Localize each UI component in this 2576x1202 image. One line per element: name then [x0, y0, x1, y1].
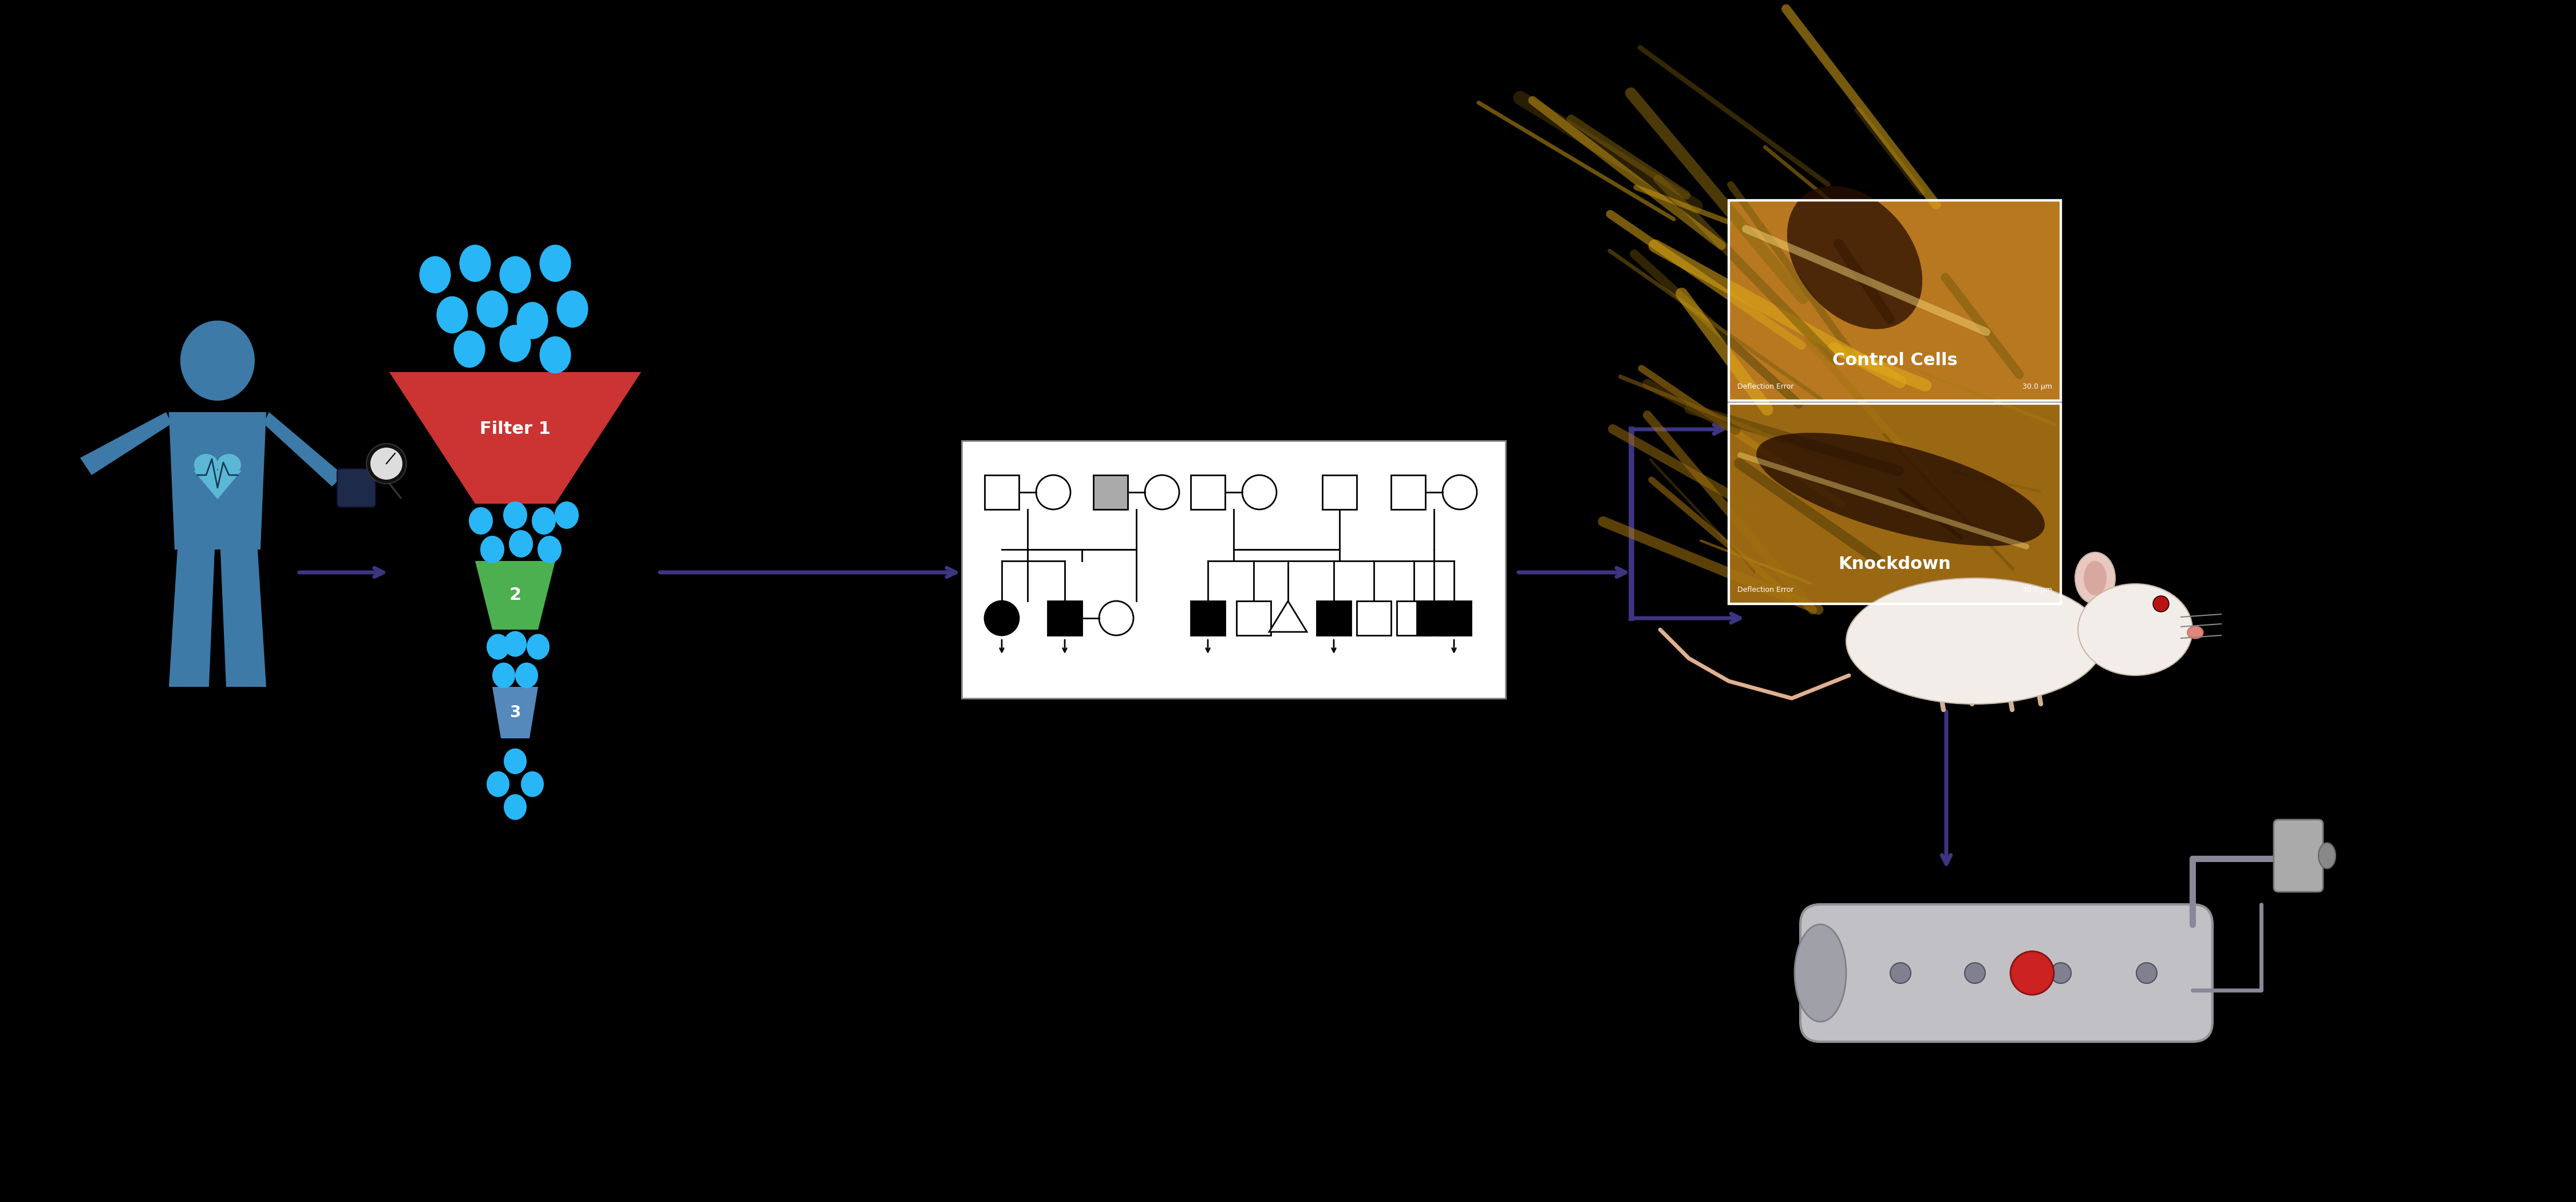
Ellipse shape [2076, 553, 2115, 603]
Text: 2: 2 [510, 587, 520, 603]
Ellipse shape [2079, 584, 2192, 676]
Text: 3: 3 [510, 704, 520, 721]
Text: 30.0 μm: 30.0 μm [2022, 587, 2053, 594]
Bar [1728, 201, 2061, 400]
Text: Filter 1: Filter 1 [479, 421, 551, 438]
Circle shape [1242, 475, 1278, 510]
Polygon shape [1270, 601, 1306, 632]
Bar [1728, 404, 2061, 603]
Ellipse shape [526, 633, 549, 660]
Ellipse shape [487, 772, 510, 797]
Ellipse shape [492, 662, 515, 689]
Circle shape [2009, 951, 2053, 995]
Ellipse shape [505, 749, 526, 774]
Ellipse shape [479, 536, 505, 564]
Ellipse shape [459, 245, 492, 282]
Bar [1437, 601, 1471, 636]
Polygon shape [222, 549, 265, 686]
Circle shape [2154, 596, 2169, 612]
Polygon shape [193, 470, 242, 499]
Ellipse shape [469, 507, 492, 535]
Bar [984, 475, 1020, 510]
Ellipse shape [505, 795, 526, 820]
Ellipse shape [538, 245, 572, 282]
Bar [1396, 601, 1432, 636]
Ellipse shape [477, 291, 507, 328]
Bar [1358, 601, 1391, 636]
Ellipse shape [554, 501, 580, 529]
Bar [1190, 475, 1226, 510]
Text: 30.0 μm: 30.0 μm [2022, 383, 2053, 391]
Bar [1321, 475, 1358, 510]
Ellipse shape [2084, 561, 2107, 595]
Ellipse shape [193, 454, 219, 476]
Ellipse shape [216, 454, 242, 476]
FancyBboxPatch shape [337, 469, 376, 507]
Polygon shape [474, 561, 556, 630]
Bar [1236, 601, 1270, 636]
Ellipse shape [520, 772, 544, 797]
Text: Deflection Error: Deflection Error [1736, 587, 1793, 594]
Polygon shape [389, 373, 641, 504]
Ellipse shape [2187, 626, 2202, 638]
Circle shape [1100, 601, 1133, 636]
Polygon shape [492, 686, 538, 738]
Ellipse shape [515, 662, 538, 689]
Circle shape [984, 601, 1020, 636]
Circle shape [1144, 475, 1180, 510]
Ellipse shape [1788, 186, 1922, 329]
Ellipse shape [453, 331, 484, 368]
Text: Knockdown: Knockdown [1839, 555, 1950, 572]
Circle shape [2050, 963, 2071, 983]
Ellipse shape [538, 536, 562, 564]
Text: Deflection Error: Deflection Error [1736, 383, 1793, 391]
Ellipse shape [505, 631, 526, 656]
Circle shape [1891, 963, 1911, 983]
Bar [961, 441, 1504, 698]
Bar [1190, 601, 1226, 636]
Circle shape [1036, 475, 1072, 510]
Circle shape [1443, 475, 1476, 510]
Ellipse shape [531, 507, 556, 535]
Ellipse shape [435, 296, 469, 333]
Bar [1092, 475, 1128, 510]
Circle shape [371, 447, 402, 480]
Ellipse shape [500, 256, 531, 293]
Bar [1728, 404, 2061, 603]
Polygon shape [170, 412, 265, 549]
Text: Control Cells: Control Cells [1832, 352, 1958, 369]
Ellipse shape [1795, 924, 1847, 1022]
Bar [1728, 201, 2061, 400]
Circle shape [2136, 963, 2156, 983]
Ellipse shape [502, 501, 528, 529]
Ellipse shape [518, 302, 549, 339]
FancyBboxPatch shape [1801, 904, 2213, 1042]
Polygon shape [170, 549, 214, 686]
Ellipse shape [180, 321, 255, 400]
Ellipse shape [420, 256, 451, 293]
Polygon shape [80, 412, 173, 475]
Ellipse shape [556, 291, 587, 328]
Ellipse shape [2318, 843, 2336, 869]
Ellipse shape [1847, 578, 2105, 704]
Ellipse shape [538, 337, 572, 374]
Bar [1391, 475, 1425, 510]
Bar [1048, 601, 1082, 636]
Ellipse shape [487, 633, 510, 660]
Bar [1417, 601, 1450, 636]
Circle shape [366, 444, 407, 483]
Ellipse shape [510, 530, 533, 558]
Ellipse shape [500, 325, 531, 362]
FancyBboxPatch shape [2275, 820, 2324, 892]
Polygon shape [263, 412, 343, 487]
Bar [1316, 601, 1350, 636]
Ellipse shape [1757, 433, 2045, 546]
Circle shape [1965, 963, 1986, 983]
